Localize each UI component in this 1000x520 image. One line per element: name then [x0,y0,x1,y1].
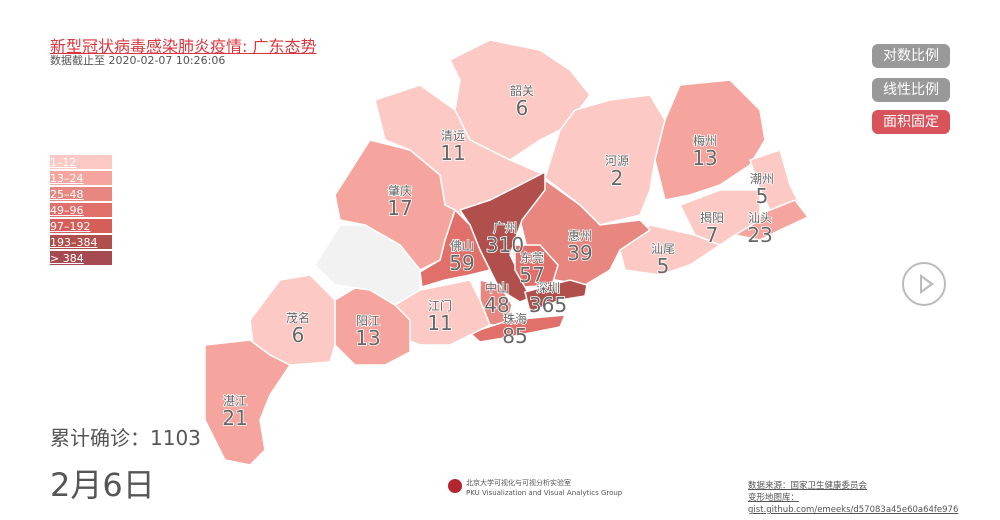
cartogram-source-link[interactable]: 变形地图库：gist.github.com/emeeks/d57083a45e6… [748,493,959,515]
city-name-label: 深圳 [536,281,560,295]
region-20[interactable] [314,224,421,306]
data-source-link[interactable]: 数据来源：国家卫生健康委员会 [748,481,868,491]
city-value-label: 11 [440,141,465,165]
city-name-label: 清远 [441,129,465,143]
pku-logo-icon [448,479,462,493]
city-value-label: 23 [747,223,772,247]
legend-item: 13–24 [50,171,112,185]
region-5[interactable] [734,199,810,241]
city-value-label: 6 [292,323,305,347]
region-14[interactable] [468,314,567,343]
fixed-area-button[interactable]: 面积固定 [872,110,950,134]
legend-item: 193–384 [50,235,112,249]
city-value-label: 39 [567,241,592,265]
city-name-label: 湛江 [223,394,247,408]
city-value-label: 17 [387,196,412,220]
city-name-label: 汕头 [748,211,772,225]
play-icon[interactable] [902,262,946,306]
log-scale-button[interactable]: 对数比例 [872,44,950,68]
city-name-label: 珠海 [503,311,527,326]
city-value-label: 85 [502,324,527,348]
city-value-label: 2 [611,166,624,190]
lab-credit: 北京大学可视化与可视分析实验室 PKU Visualization and Vi… [448,478,622,498]
city-value-label: 310 [486,233,524,257]
city-value-label: 11 [427,311,452,335]
legend-item: > 384 [50,251,112,265]
city-name-label: 梅州 [693,133,717,148]
color-legend: 1–12 13–24 25–48 49–96 97–192 193–384 > … [50,155,112,267]
city-name-label: 揭阳 [700,210,724,225]
city-name-label: 中山 [485,280,509,295]
city-value-label: 13 [692,146,717,170]
region-11[interactable] [524,279,588,314]
city-value-label: 21 [222,406,247,430]
city-name-label: 阳江 [356,314,380,328]
city-value-label: 5 [756,184,769,208]
city-name-label: 茂名 [286,310,310,325]
city-value-label: 59 [449,251,474,275]
city-name-label: 肇庆 [388,183,412,198]
city-value-label: 57 [519,263,544,287]
legend-item: 97–192 [50,219,112,233]
lab-name-cn: 北京大学可视化与可视分析实验室 [466,479,571,487]
region-18[interactable] [204,339,292,466]
legend-item: 25–48 [50,187,112,201]
city-name-label: 惠州 [568,229,592,243]
page-title: 新型冠状病毒感染肺炎疫情: 广东态势 [50,37,317,56]
city-name-label: 东莞 [520,251,544,265]
current-date: 2月6日 [50,466,155,504]
data-timestamp: 数据截止至 2020-02-07 10:26:06 [50,54,226,67]
city-value-label: 48 [484,293,509,317]
legend-item: 1–12 [50,155,112,169]
linear-scale-button[interactable]: 线性比例 [872,78,950,102]
city-value-label: 6 [516,96,529,120]
city-name-label: 汕尾 [651,242,675,256]
lab-name-en: PKU Visualization and Visual Analytics G… [466,489,623,497]
region-15[interactable] [394,279,491,346]
region-7[interactable] [619,224,722,276]
city-value-label: 5 [657,254,670,278]
city-value-label: 13 [355,326,380,350]
total-confirmed: 累计确诊：1103 [50,426,201,450]
city-value-label: 365 [529,293,567,317]
source-credit: 数据来源：国家卫生健康委员会 变形地图库：gist.github.com/eme… [748,480,1000,516]
city-name-label: 韶关 [510,83,534,98]
city-value-label: 7 [706,223,719,247]
city-name-label: 潮州 [750,171,774,186]
legend-item: 49–96 [50,203,112,217]
region-3[interactable] [654,79,766,201]
city-name-label: 广州 [493,221,517,235]
city-name-label: 江门 [428,298,452,313]
city-name-label: 佛山 [450,239,474,253]
city-name-label: 河源 [605,154,629,168]
